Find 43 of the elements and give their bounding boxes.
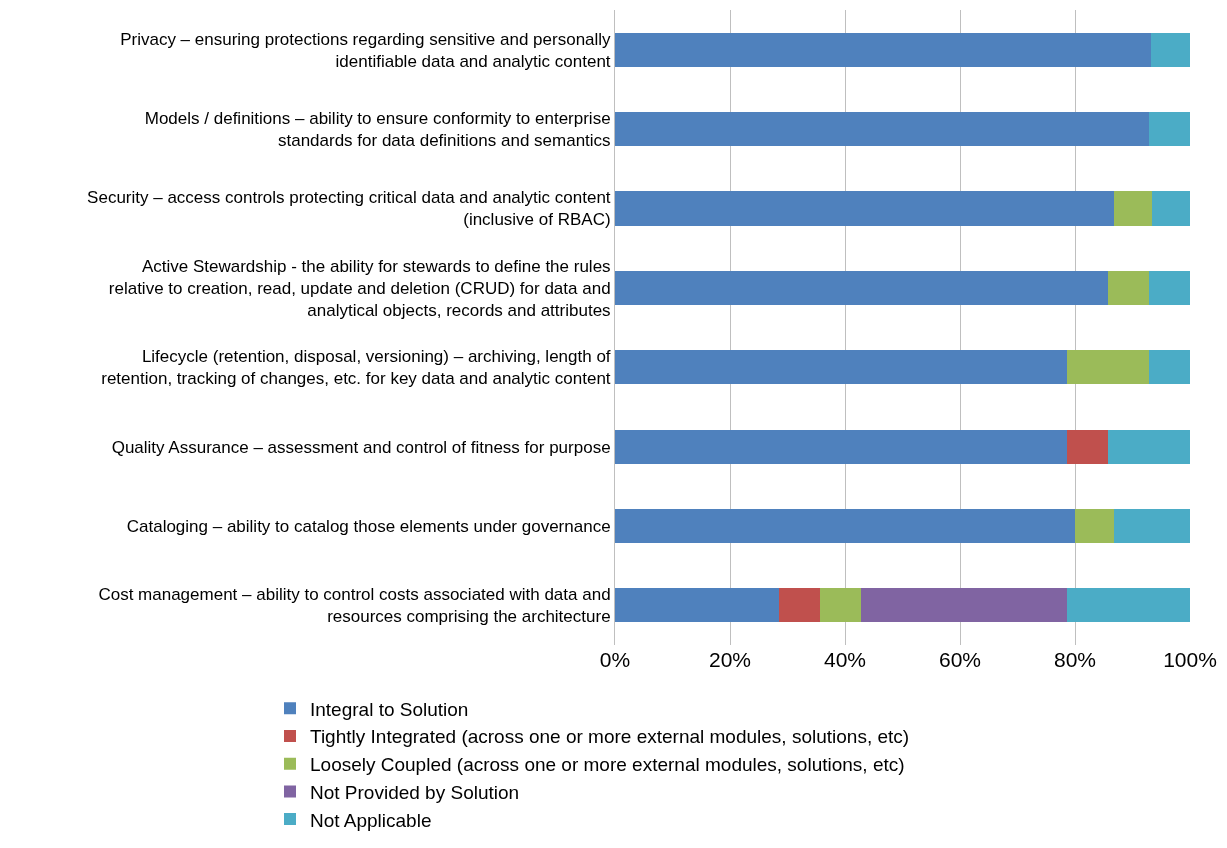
x-tick-label: 60% [938, 648, 982, 671]
bar [1066, 350, 1150, 385]
bar [615, 429, 1067, 464]
bar [615, 191, 1114, 226]
x-tick-label: 0% [599, 648, 631, 671]
y-tick-label: Security – access controls protecting critical data and analytic content (inclusive of RBAC) [87, 188, 611, 230]
legend-label: Not Applicable [310, 809, 432, 831]
legend-label: Integral to Solution [310, 698, 469, 720]
bar [1152, 191, 1190, 226]
bar [1066, 588, 1190, 623]
bar [1113, 508, 1190, 543]
x-tick-label: 40% [823, 648, 867, 671]
bar [1149, 270, 1190, 305]
bar [615, 508, 1075, 543]
bar [820, 588, 862, 623]
y-tick-label: Active Stewardship - the ability for stewards to define the rules relative to creation, read, update and deletion (CRUD) for data and analytical objects, records and attributes [108, 256, 611, 320]
y-tick-label: Cataloging – ability to catalog those elements under governance [126, 516, 611, 536]
bar [861, 588, 1067, 623]
bar [615, 350, 1067, 385]
bar [1149, 112, 1190, 147]
x-tick-label: 20% [708, 648, 752, 671]
bar [779, 588, 821, 623]
bar [615, 112, 1150, 147]
legend-label: Not Provided by Solution [310, 781, 520, 803]
legend-label: Tightly Integrated (across one or more external modules, solutions, etc) [310, 726, 910, 748]
y-tick-label: Lifecycle (retention, disposal, versioning) – archiving, length of retention, tracking of changes, etc. for key data and analytic content [101, 347, 611, 389]
bar [615, 270, 1108, 305]
bar [1107, 270, 1150, 305]
bar [1113, 191, 1153, 226]
bar [1149, 350, 1190, 385]
y-tick-label: Privacy – ensuring protections regarding sensitive and personally identifiable data and analytic content [120, 29, 612, 71]
bar [1066, 429, 1108, 464]
y-tick-label: Models / definitions – ability to ensure conformity to enterprise standards for data definitions and semantics [144, 108, 611, 151]
bar [1151, 32, 1190, 67]
bar [1107, 429, 1190, 464]
x-tick-label: 100% [1163, 648, 1217, 671]
bar [1075, 508, 1114, 543]
bar [615, 588, 780, 623]
y-tick-label: Quality Assurance – assessment and control of fitness for purpose [111, 437, 611, 457]
bar [615, 32, 1152, 67]
y-tick-label: Cost management – ability to control costs associated with data and resources comprising the architecture [98, 585, 611, 627]
legend-label: Loosely Coupled (across one or more external modules, solutions, etc) [310, 754, 905, 776]
x-tick-label: 80% [1053, 648, 1097, 671]
